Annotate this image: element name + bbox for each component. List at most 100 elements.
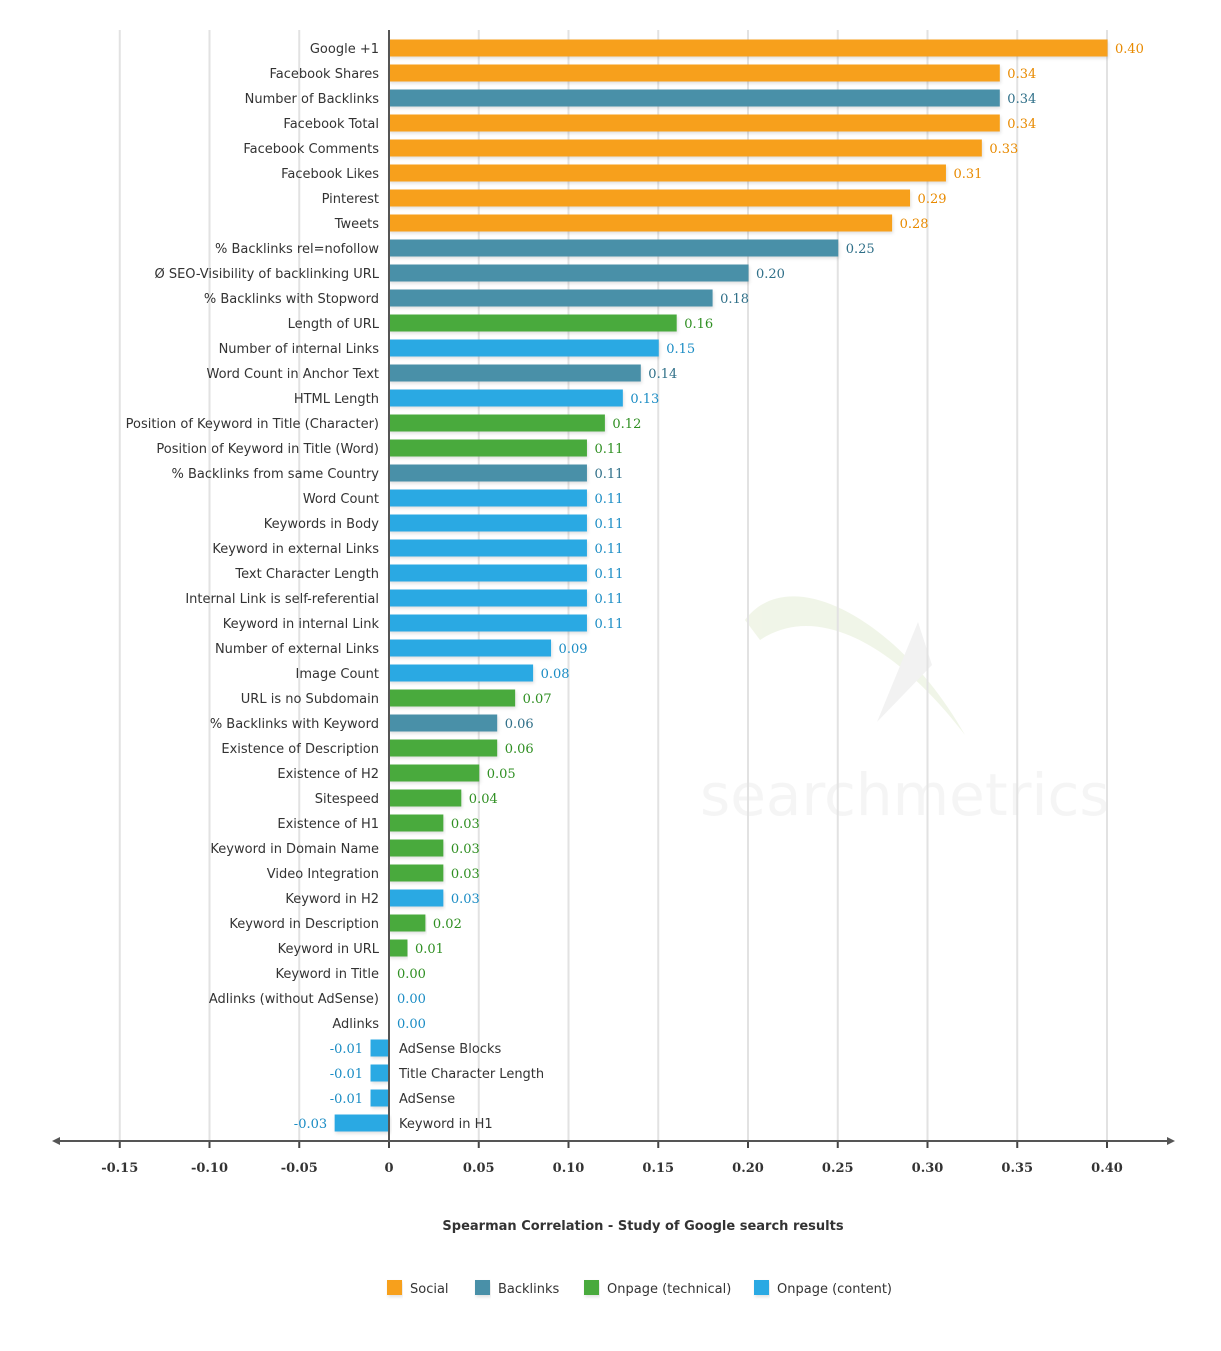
bar-group: 0.08 Image Count bbox=[296, 664, 570, 682]
data-label: 0.06 bbox=[505, 717, 534, 732]
bar bbox=[388, 539, 587, 557]
bars: 0.40 Google +1 0.34 Facebook Shares 0.34 Numb… bbox=[126, 39, 1144, 1132]
bar-group: 0.11 Keyword in internal Link bbox=[223, 614, 623, 632]
bar bbox=[388, 889, 444, 907]
legend-swatch bbox=[475, 1280, 490, 1295]
bar bbox=[388, 639, 552, 657]
category-label: Keywords in Body bbox=[264, 517, 380, 532]
bar bbox=[388, 664, 534, 682]
bar bbox=[388, 614, 587, 632]
legend-swatch bbox=[754, 1280, 769, 1295]
bar-group: -0.01 Title Character Length bbox=[330, 1064, 544, 1082]
data-label: 0.08 bbox=[541, 667, 570, 682]
legend-swatch bbox=[387, 1280, 402, 1295]
bar-group: 0.28 Tweets bbox=[334, 214, 929, 232]
tick-label: -0.10 bbox=[191, 1161, 228, 1176]
category-label: Keyword in Domain Name bbox=[210, 842, 379, 857]
data-label: 0.25 bbox=[846, 242, 875, 257]
bar bbox=[388, 339, 659, 357]
bar bbox=[388, 264, 749, 282]
data-label: 0.34 bbox=[1007, 117, 1036, 132]
category-label: Position of Keyword in Title (Character) bbox=[126, 417, 379, 432]
category-label: Tweets bbox=[334, 217, 380, 232]
legend-item[interactable]: Backlinks bbox=[475, 1280, 560, 1297]
category-label: URL is no Subdomain bbox=[241, 692, 379, 707]
bar bbox=[388, 564, 587, 582]
category-label: AdSense Blocks bbox=[399, 1042, 501, 1057]
bar-group: 0.11 % Backlinks from same Country bbox=[171, 464, 623, 482]
category-label: Word Count in Anchor Text bbox=[206, 367, 379, 382]
data-label: 0.11 bbox=[594, 617, 623, 632]
legend-item[interactable]: Onpage (technical) bbox=[584, 1280, 731, 1297]
data-label: 0.00 bbox=[397, 992, 426, 1007]
bar-group: 0.02 Keyword in Description bbox=[229, 914, 462, 932]
bar bbox=[388, 864, 444, 882]
category-label: Keyword in internal Link bbox=[223, 617, 380, 632]
axis-arrow-left bbox=[52, 1137, 60, 1145]
bar bbox=[370, 1064, 390, 1082]
data-label: 0.28 bbox=[900, 217, 929, 232]
category-label: Existence of Description bbox=[221, 742, 379, 757]
tick-label: 0.10 bbox=[553, 1161, 585, 1176]
bar-group: 0.11 Keyword in external Links bbox=[212, 539, 623, 557]
tick-label: 0.40 bbox=[1091, 1161, 1123, 1176]
category-label: Keyword in Description bbox=[229, 917, 379, 932]
data-label: 0.00 bbox=[397, 1017, 426, 1032]
data-label: 0.11 bbox=[594, 492, 623, 507]
bar-group: 0.11 Position of Keyword in Title (Word) bbox=[156, 439, 623, 457]
category-label: % Backlinks from same Country bbox=[171, 467, 379, 482]
category-label: Keyword in Title bbox=[276, 967, 380, 982]
data-label: 0.33 bbox=[989, 142, 1018, 157]
data-label: 0.02 bbox=[433, 917, 462, 932]
category-label: Text Character Length bbox=[234, 567, 379, 582]
data-label: 0.06 bbox=[505, 742, 534, 757]
bar bbox=[388, 689, 516, 707]
category-label: Length of URL bbox=[288, 317, 380, 332]
category-label: Internal Link is self-referential bbox=[185, 592, 379, 607]
data-label: -0.01 bbox=[330, 1042, 363, 1057]
legend-item[interactable]: Social bbox=[387, 1280, 449, 1297]
data-label: 0.09 bbox=[559, 642, 588, 657]
data-label: 0.18 bbox=[720, 292, 749, 307]
x-axis: -0.15 -0.10 -0.05 0 0.05 0.10 0.15 0.20 0.25 0.30… bbox=[52, 30, 1175, 1176]
bar bbox=[388, 64, 1000, 82]
category-label: Ø SEO-Visibility of backlinking URL bbox=[154, 267, 379, 282]
tick-label: -0.05 bbox=[281, 1161, 318, 1176]
legend-item[interactable]: Onpage (content) bbox=[754, 1280, 892, 1297]
bar bbox=[388, 914, 426, 932]
data-label: 0.31 bbox=[953, 167, 982, 182]
category-label: Pinterest bbox=[322, 192, 379, 207]
data-label: 0.05 bbox=[487, 767, 516, 782]
bar-group: 0.00 Adlinks (without AdSense) bbox=[209, 992, 426, 1007]
category-label: Number of external Links bbox=[215, 642, 379, 657]
bar-group: 0.34 Facebook Shares bbox=[269, 64, 1036, 82]
bar-group: -0.01 AdSense bbox=[330, 1089, 455, 1107]
bar bbox=[388, 739, 498, 757]
category-label: Facebook Total bbox=[283, 117, 379, 132]
data-label: 0.11 bbox=[594, 567, 623, 582]
bar-group: 0.00 Adlinks bbox=[332, 1017, 426, 1032]
category-label: AdSense bbox=[399, 1092, 455, 1107]
bar-group: 0.31 Facebook Likes bbox=[281, 164, 982, 182]
legend-label: Social bbox=[410, 1282, 449, 1297]
chart-title: Spearman Correlation - Study of Google s… bbox=[442, 1219, 843, 1234]
bar-group: 0.29 Pinterest bbox=[322, 189, 947, 207]
bar bbox=[388, 414, 605, 432]
bar bbox=[388, 239, 839, 257]
data-label: 0.04 bbox=[469, 792, 498, 807]
data-label: 0.03 bbox=[451, 892, 480, 907]
category-label: Keyword in external Links bbox=[212, 542, 379, 557]
bar-group: 0.11 Internal Link is self-referential bbox=[185, 589, 623, 607]
legend: Social Backlinks Onpage (technical) Onpage … bbox=[387, 1280, 892, 1297]
axis-arrow-right bbox=[1167, 1137, 1175, 1145]
bar bbox=[388, 789, 462, 807]
bar bbox=[388, 714, 498, 732]
data-label: 0.34 bbox=[1007, 92, 1036, 107]
category-label: Google +1 bbox=[310, 42, 379, 57]
data-label: 0.03 bbox=[451, 867, 480, 882]
bar bbox=[370, 1039, 390, 1057]
bar bbox=[388, 189, 911, 207]
data-label: 0.16 bbox=[684, 317, 713, 332]
bar-group: 0.00 Keyword in Title bbox=[276, 967, 426, 982]
category-label: Image Count bbox=[296, 667, 379, 682]
